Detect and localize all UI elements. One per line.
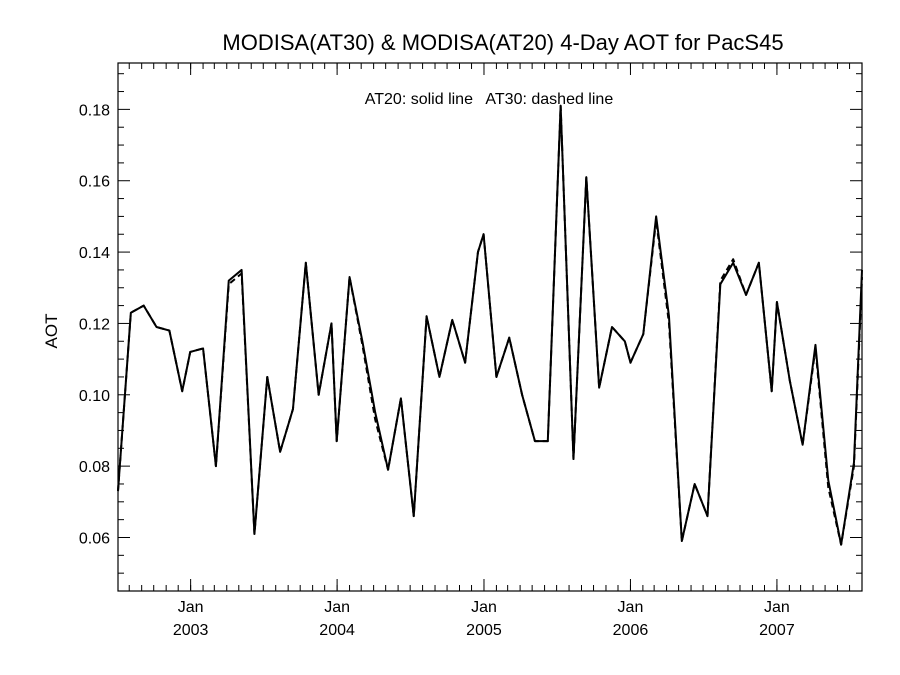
x-tick-month-label: Jan (324, 599, 350, 616)
x-tick-month-label: Jan (178, 599, 204, 616)
y-tick-label: 0.08 (79, 459, 110, 476)
y-tick-label: 0.10 (79, 388, 110, 405)
y-axis-label: AOT (42, 314, 61, 349)
series-legend-annotation: AT20: solid line AT30: dashed line (365, 91, 614, 108)
plot-frame (117, 62, 863, 592)
x-tick-year-label: 2004 (319, 622, 355, 639)
y-tick-label: 0.14 (79, 245, 110, 262)
series-line-at30 (117, 104, 863, 546)
x-tick-year-label: 2006 (613, 622, 649, 639)
y-tick-label: 0.12 (79, 316, 110, 333)
x-tick-year-label: 2005 (466, 622, 502, 639)
y-axis: 0.06 0.08 0.10 0.12 0.14 0.16 0.18 (79, 73, 862, 574)
x-tick-month-label: Jan (764, 599, 790, 616)
x-axis: Jan 2003 Jan 2004 Jan 2005 Jan 2006 Jan 2007 (128, 63, 863, 639)
x-tick-month-label: Jan (618, 599, 644, 616)
x-tick-year-label: 2007 (759, 622, 795, 639)
series-line-at20 (117, 104, 863, 546)
y-tick-label: 0.06 (79, 530, 110, 547)
chart-title: MODISA(AT30) & MODISA(AT20) 4-Day AOT fo… (222, 30, 783, 55)
y-tick-label: 0.16 (79, 174, 110, 191)
x-tick-month-label: Jan (471, 599, 497, 616)
x-tick-year-label: 2003 (173, 622, 209, 639)
series-group (117, 104, 863, 546)
y-tick-label: 0.18 (79, 102, 110, 119)
